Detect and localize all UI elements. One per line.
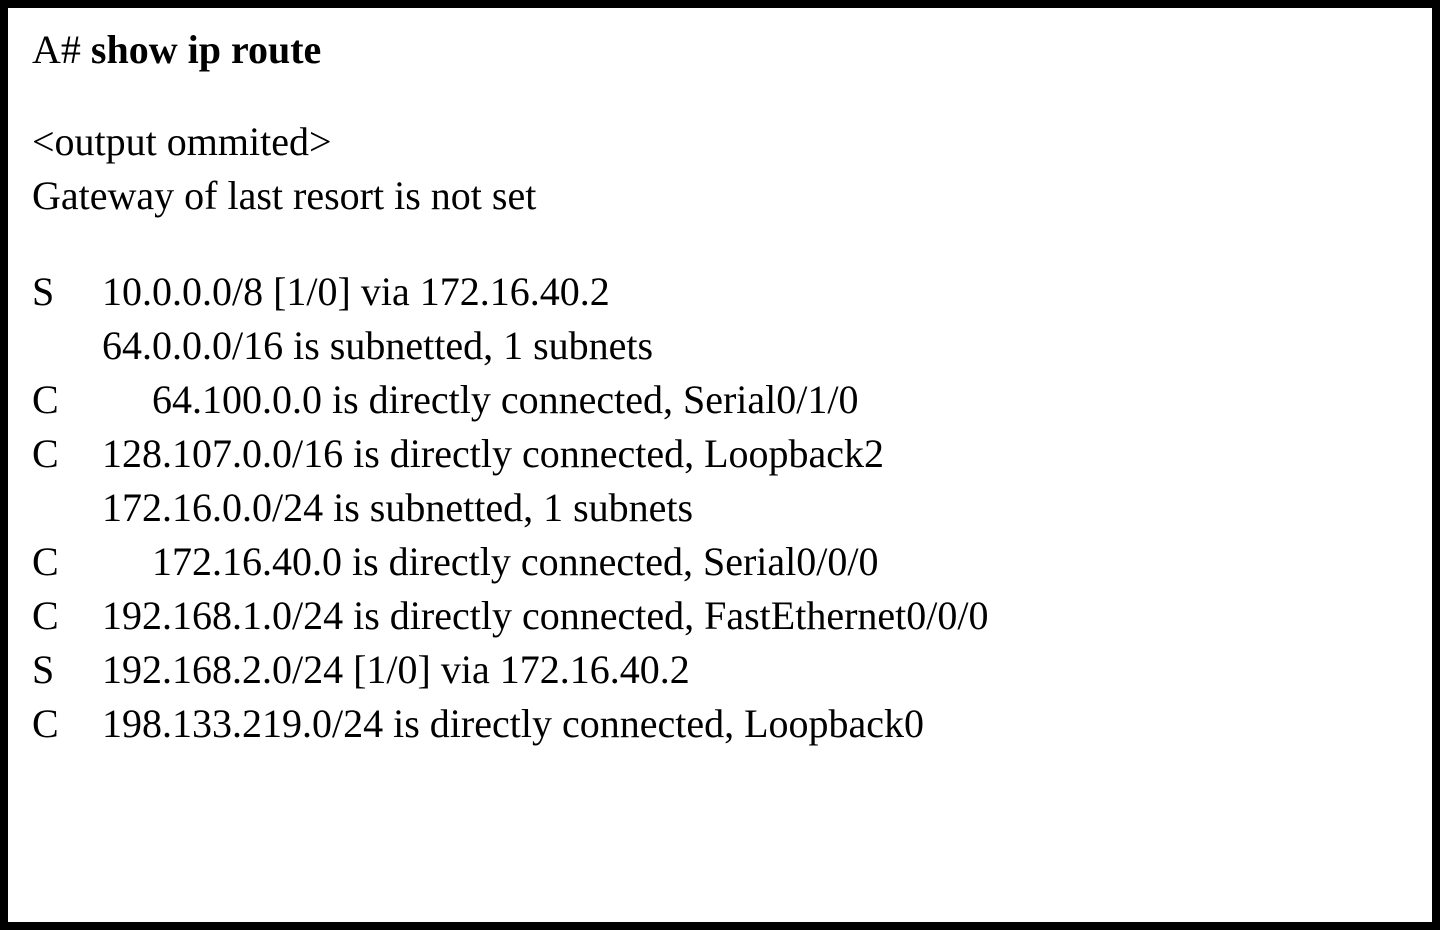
route-text: 192.168.1.0/24 is directly connected, Fa… — [102, 593, 988, 638]
route-code: C — [32, 373, 102, 427]
route-code: S — [32, 265, 102, 319]
route-row: C128.107.0.0/16 is directly connected, L… — [32, 427, 1408, 481]
route-text: 172.16.0.0/24 is subnetted, 1 subnets — [102, 485, 693, 530]
gateway-line: Gateway of last resort is not set — [32, 169, 1408, 223]
routing-table: S10.0.0.0/8 [1/0] via 172.16.40.2 64.0.0… — [32, 265, 1408, 751]
route-text: 128.107.0.0/16 is directly connected, Lo… — [102, 431, 884, 476]
route-text: 198.133.219.0/24 is directly connected, … — [102, 701, 924, 746]
route-row: C64.100.0.0 is directly connected, Seria… — [32, 373, 1408, 427]
route-row: S10.0.0.0/8 [1/0] via 172.16.40.2 — [32, 265, 1408, 319]
route-row: C172.16.40.0 is directly connected, Seri… — [32, 535, 1408, 589]
route-row: S192.168.2.0/24 [1/0] via 172.16.40.2 — [32, 643, 1408, 697]
route-code: C — [32, 427, 102, 481]
route-text: 64.0.0.0/16 is subnetted, 1 subnets — [102, 323, 653, 368]
route-code: C — [32, 589, 102, 643]
command-prompt-line: A# show ip route — [32, 26, 1408, 73]
route-code: C — [32, 535, 102, 589]
route-text: 192.168.2.0/24 [1/0] via 172.16.40.2 — [102, 647, 690, 692]
route-code: C — [32, 697, 102, 751]
terminal-output-box: A# show ip route <output ommited> Gatewa… — [0, 0, 1440, 930]
route-text: 172.16.40.0 is directly connected, Seria… — [102, 539, 879, 584]
output-omitted-line: <output ommited> — [32, 115, 1408, 169]
prompt-prefix: A# — [32, 27, 91, 72]
route-code: S — [32, 643, 102, 697]
route-row: C192.168.1.0/24 is directly connected, F… — [32, 589, 1408, 643]
output-header-block: <output ommited> Gateway of last resort … — [32, 115, 1408, 223]
route-text: 64.100.0.0 is directly connected, Serial… — [102, 377, 859, 422]
route-row: 64.0.0.0/16 is subnetted, 1 subnets — [32, 319, 1408, 373]
route-row: 172.16.0.0/24 is subnetted, 1 subnets — [32, 481, 1408, 535]
route-row: C198.133.219.0/24 is directly connected,… — [32, 697, 1408, 751]
route-text: 10.0.0.0/8 [1/0] via 172.16.40.2 — [102, 269, 610, 314]
prompt-command: show ip route — [91, 27, 321, 72]
